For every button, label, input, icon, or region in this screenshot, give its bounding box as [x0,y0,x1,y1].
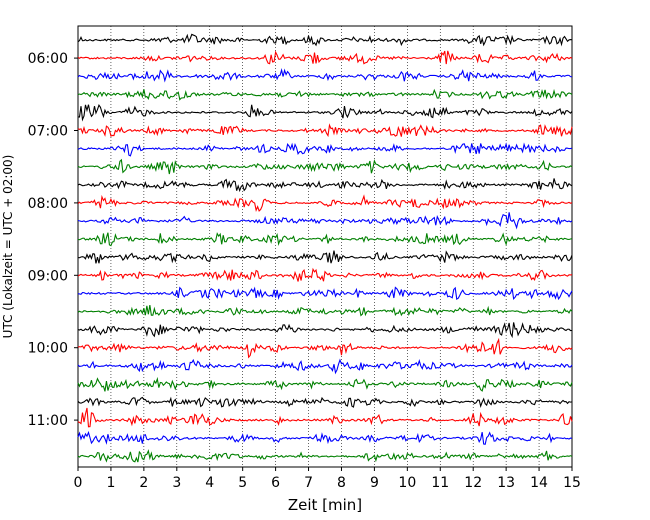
y-tick-label: 11:00 [28,413,68,429]
x-tick-label: 9 [370,475,379,491]
x-tick-label: 13 [497,475,515,491]
x-tick-label: 4 [205,475,214,491]
x-tick-label: 5 [238,475,247,491]
x-tick-label: 0 [74,475,83,491]
trace-line [77,430,573,445]
y-axis-label: UTC (Lokalzeit = UTC + 02:00) [1,155,15,339]
y-axis-ticks: 06:00 07:00 08:00 09:00 10:00 11:00 [28,51,78,429]
x-tick-label: 8 [337,475,346,491]
trace-line [77,123,573,138]
x-tick-label: 1 [106,475,115,491]
trace-line [77,396,573,409]
trace-line [77,358,573,375]
trace-line [77,68,573,83]
trace-line [77,286,573,301]
y-tick-label: 06:00 [28,51,68,67]
trace-line [77,142,573,157]
trace-line [77,322,573,339]
trace-line [77,50,573,65]
x-tick-label: 10 [398,475,416,491]
plot-area [77,25,573,468]
x-tick-label: 2 [139,475,148,491]
y-tick-label: 07:00 [28,124,68,140]
trace-line [77,250,573,264]
trace-line [77,178,573,193]
trace-line [77,104,573,122]
x-axis-ticks: 0 1 2 3 4 5 6 7 8 9 10 11 12 13 14 15 [74,467,581,491]
traces [77,33,573,463]
y-tick-label: 10:00 [28,341,68,357]
trace-line [77,376,573,392]
trace-line [77,449,573,463]
trace-line [77,232,573,247]
x-tick-label: 7 [304,475,313,491]
x-tick-label: 11 [431,475,449,491]
trace-line [77,194,573,213]
x-tick-label: 14 [530,475,548,491]
x-tick-label: 15 [563,475,581,491]
x-tick-label: 12 [464,475,482,491]
trace-line [77,33,573,47]
y-tick-label: 08:00 [28,196,68,212]
trace-line [77,305,573,317]
x-tick-label: 3 [172,475,181,491]
trace-line [77,212,573,230]
trace-line [77,88,573,101]
y-tick-label: 09:00 [28,268,68,284]
x-axis-label: Zeit [min] [288,496,362,514]
trace-line [77,158,573,175]
x-tick-label: 6 [271,475,280,491]
trace-line [77,407,573,428]
trace-line [77,267,573,282]
trace-line [77,337,573,359]
